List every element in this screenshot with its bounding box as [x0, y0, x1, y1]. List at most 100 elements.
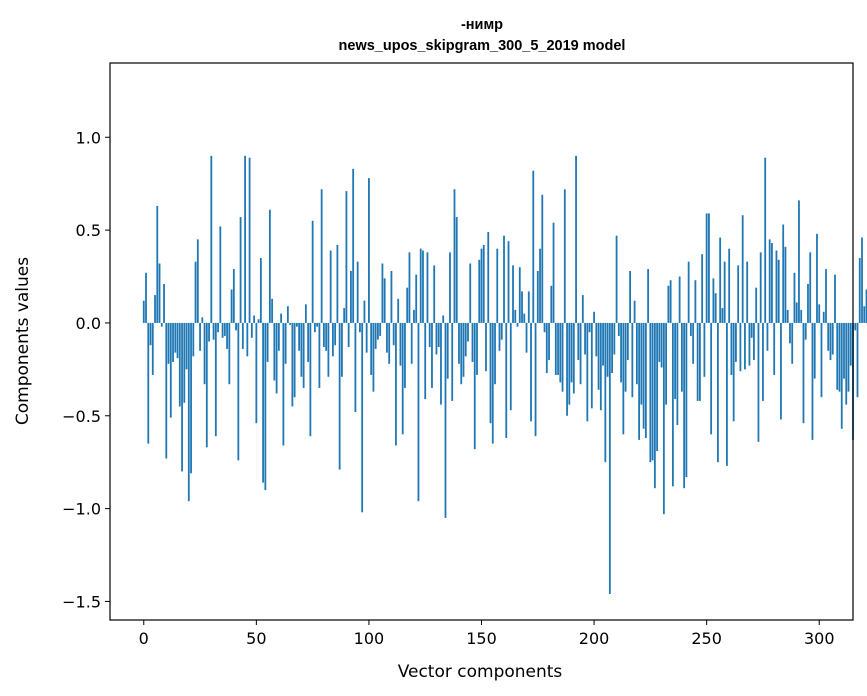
bar	[568, 322, 571, 405]
bar	[737, 265, 740, 323]
bar	[453, 189, 456, 323]
bar	[683, 322, 686, 489]
bar	[784, 246, 787, 323]
bar	[541, 194, 544, 323]
bar	[183, 322, 186, 403]
bar	[816, 233, 818, 323]
bar	[449, 252, 451, 323]
bar	[804, 322, 807, 340]
bar	[172, 322, 174, 362]
bar	[692, 322, 695, 364]
bar	[365, 322, 368, 353]
bar	[419, 248, 422, 323]
bar	[374, 322, 377, 349]
bar	[282, 322, 285, 446]
bar	[322, 322, 325, 348]
bar	[503, 235, 505, 323]
bar	[854, 322, 857, 331]
bar	[181, 322, 183, 472]
bar	[559, 322, 562, 383]
bar	[624, 322, 627, 392]
bar	[604, 322, 607, 463]
bar	[687, 261, 690, 323]
bar	[248, 157, 251, 323]
bar	[368, 178, 370, 323]
bar	[417, 322, 420, 502]
bar	[498, 322, 501, 351]
bar	[807, 283, 809, 323]
bar	[455, 217, 458, 323]
bar	[626, 322, 629, 361]
bar	[433, 265, 436, 323]
x-tick-label: 250	[691, 629, 722, 648]
bar	[428, 322, 431, 348]
bar	[437, 322, 440, 348]
bar	[554, 322, 557, 375]
bar	[494, 322, 496, 385]
bar	[327, 322, 330, 377]
bar	[250, 322, 253, 338]
bar	[241, 322, 244, 349]
bar	[746, 261, 749, 323]
bar	[753, 322, 755, 361]
bar	[633, 300, 636, 323]
bar	[145, 272, 147, 323]
bar	[482, 244, 485, 323]
bar	[534, 322, 537, 437]
bar	[370, 322, 373, 375]
bar	[516, 322, 519, 327]
bar	[352, 168, 355, 323]
x-tick-label: 200	[579, 629, 610, 648]
bar	[620, 322, 622, 383]
bar	[464, 322, 467, 357]
bar	[656, 322, 659, 452]
bar	[507, 241, 510, 323]
bar	[442, 315, 445, 323]
bar	[640, 322, 643, 405]
bar	[320, 189, 323, 323]
bar	[590, 322, 593, 409]
bar	[169, 322, 172, 418]
bar	[611, 322, 613, 374]
bar	[606, 322, 609, 377]
bar	[595, 322, 598, 357]
bar	[372, 322, 375, 392]
bar	[284, 322, 287, 364]
bar	[496, 248, 499, 323]
bar	[343, 308, 346, 323]
bar	[273, 322, 276, 381]
bar	[239, 217, 242, 323]
bar	[586, 322, 589, 422]
bar	[849, 322, 852, 366]
bar	[557, 322, 559, 375]
bar	[295, 322, 298, 327]
bar	[304, 304, 307, 323]
bar	[190, 322, 192, 474]
bar	[313, 322, 316, 333]
bar	[392, 322, 395, 346]
y-tick-label: −1.0	[62, 500, 101, 519]
bar	[381, 263, 384, 323]
bar	[491, 322, 494, 444]
bar	[719, 237, 722, 323]
bar	[789, 322, 791, 344]
bar	[199, 322, 201, 351]
bar	[383, 278, 386, 323]
bar	[739, 322, 742, 372]
y-tick-label: −0.5	[62, 407, 101, 426]
bar	[147, 322, 150, 444]
bar	[671, 322, 674, 487]
bar	[703, 322, 706, 377]
bar	[163, 283, 165, 323]
bar	[217, 322, 219, 333]
bar	[302, 322, 305, 388]
bar	[408, 252, 411, 323]
bar	[676, 322, 679, 426]
bar	[701, 254, 704, 323]
bar	[651, 322, 654, 461]
bar	[662, 322, 665, 515]
bar	[714, 293, 717, 323]
bar	[318, 322, 321, 388]
bar	[293, 322, 296, 398]
bar	[280, 313, 283, 323]
